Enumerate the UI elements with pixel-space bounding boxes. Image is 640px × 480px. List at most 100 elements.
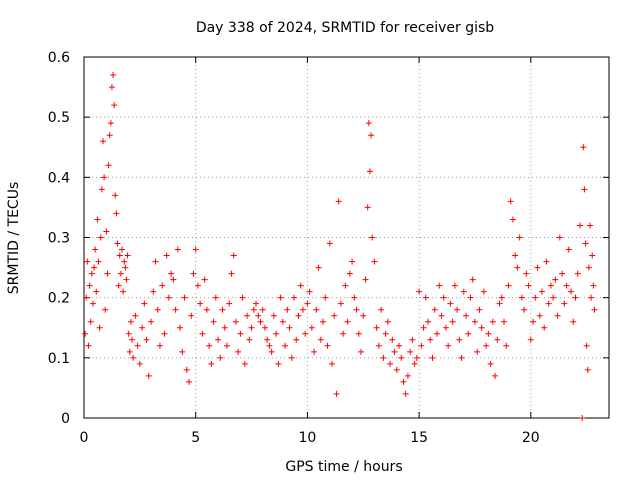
data-point-plus bbox=[368, 132, 375, 139]
data-point-plus bbox=[467, 294, 474, 301]
data-point-plus bbox=[84, 258, 91, 265]
data-point-plus bbox=[456, 336, 463, 343]
data-point-plus bbox=[496, 300, 503, 307]
data-point-plus bbox=[355, 330, 362, 337]
data-point-plus bbox=[559, 270, 566, 277]
data-point-plus bbox=[485, 330, 492, 337]
data-point-plus bbox=[391, 348, 398, 355]
data-point-plus bbox=[438, 312, 445, 319]
data-point-plus bbox=[170, 276, 177, 283]
data-point-plus bbox=[460, 288, 467, 295]
data-point-plus bbox=[217, 354, 224, 361]
data-point-plus bbox=[525, 282, 532, 289]
data-point-plus bbox=[311, 348, 318, 355]
data-point-plus bbox=[458, 354, 465, 361]
data-point-plus bbox=[489, 318, 496, 325]
data-point-plus bbox=[326, 240, 333, 247]
data-point-plus bbox=[483, 342, 490, 349]
data-point-plus bbox=[362, 276, 369, 283]
data-point-plus bbox=[95, 258, 102, 265]
data-point-plus bbox=[587, 222, 594, 229]
data-point-plus bbox=[584, 366, 591, 373]
data-point-plus bbox=[335, 198, 342, 205]
data-point-plus bbox=[543, 258, 550, 265]
data-point-plus bbox=[132, 312, 139, 319]
data-point-plus bbox=[168, 270, 175, 277]
data-point-plus bbox=[398, 354, 405, 361]
data-point-plus bbox=[547, 282, 554, 289]
x-axis-label: GPS time / hours bbox=[285, 459, 402, 475]
data-point-plus bbox=[503, 342, 510, 349]
data-point-plus bbox=[402, 390, 409, 397]
data-point-plus bbox=[322, 294, 329, 301]
data-point-plus bbox=[342, 282, 349, 289]
data-point-plus bbox=[373, 324, 380, 331]
data-point-plus bbox=[136, 360, 143, 367]
data-point-plus bbox=[279, 318, 286, 325]
data-point-plus bbox=[203, 306, 210, 313]
data-point-plus bbox=[487, 360, 494, 367]
data-point-plus bbox=[304, 300, 311, 307]
data-point-plus bbox=[512, 252, 519, 259]
data-point-plus bbox=[346, 270, 353, 277]
data-point-plus bbox=[389, 336, 396, 343]
data-point-plus bbox=[328, 360, 335, 367]
data-point-plus bbox=[291, 294, 297, 301]
data-point-plus bbox=[429, 354, 436, 361]
y-tick-label: 0.2 bbox=[48, 291, 70, 307]
data-point-plus bbox=[174, 246, 181, 253]
data-point-plus bbox=[518, 294, 525, 301]
data-point-plus bbox=[358, 348, 365, 355]
data-point-plus bbox=[212, 294, 219, 301]
data-point-plus bbox=[420, 324, 427, 331]
data-point-plus bbox=[563, 282, 570, 289]
data-point-plus bbox=[89, 300, 96, 307]
data-point-plus bbox=[344, 318, 351, 325]
data-point-plus bbox=[333, 390, 340, 397]
data-point-plus bbox=[565, 246, 572, 253]
data-point-plus bbox=[282, 342, 289, 349]
data-point-plus bbox=[365, 120, 372, 127]
data-point-plus bbox=[514, 264, 521, 271]
data-point-plus bbox=[331, 312, 338, 319]
data-point-plus bbox=[94, 216, 101, 223]
data-point-plus bbox=[107, 120, 114, 127]
data-point-plus bbox=[498, 294, 505, 301]
data-point-plus bbox=[360, 312, 367, 319]
data-point-plus bbox=[215, 336, 222, 343]
data-point-plus bbox=[465, 330, 472, 337]
data-point-plus bbox=[580, 144, 587, 151]
data-point-plus bbox=[451, 282, 458, 289]
y-tick-label: 0.3 bbox=[48, 231, 70, 247]
data-point-plus bbox=[404, 372, 411, 379]
data-point-plus bbox=[268, 348, 275, 355]
data-point-plus bbox=[409, 336, 416, 343]
data-point-plus bbox=[264, 336, 271, 343]
data-point-plus bbox=[474, 348, 481, 355]
data-point-plus bbox=[440, 294, 447, 301]
data-point-plus bbox=[97, 234, 104, 241]
data-point-plus bbox=[83, 294, 90, 301]
data-point-plus bbox=[471, 318, 478, 325]
data-point-plus bbox=[541, 324, 548, 331]
data-point-plus bbox=[255, 312, 262, 319]
data-point-plus bbox=[145, 372, 152, 379]
data-point-plus bbox=[179, 348, 186, 355]
data-point-plus bbox=[186, 378, 192, 385]
data-point-plus bbox=[112, 192, 119, 199]
data-point-plus bbox=[192, 246, 199, 253]
data-point-plus bbox=[288, 354, 295, 361]
x-tick-label: 0 bbox=[80, 430, 89, 446]
data-point-plus bbox=[117, 270, 124, 277]
data-point-plus bbox=[494, 336, 501, 343]
data-point-plus bbox=[422, 294, 429, 301]
data-point-plus bbox=[366, 168, 373, 175]
data-point-plus bbox=[530, 318, 537, 325]
data-point-plus bbox=[92, 246, 99, 253]
data-point-plus bbox=[550, 294, 557, 301]
data-point-plus bbox=[102, 306, 109, 313]
data-point-plus bbox=[154, 306, 161, 313]
y-axis-label: SRMTID / TECUs bbox=[6, 182, 22, 295]
data-point-plus bbox=[226, 300, 233, 307]
